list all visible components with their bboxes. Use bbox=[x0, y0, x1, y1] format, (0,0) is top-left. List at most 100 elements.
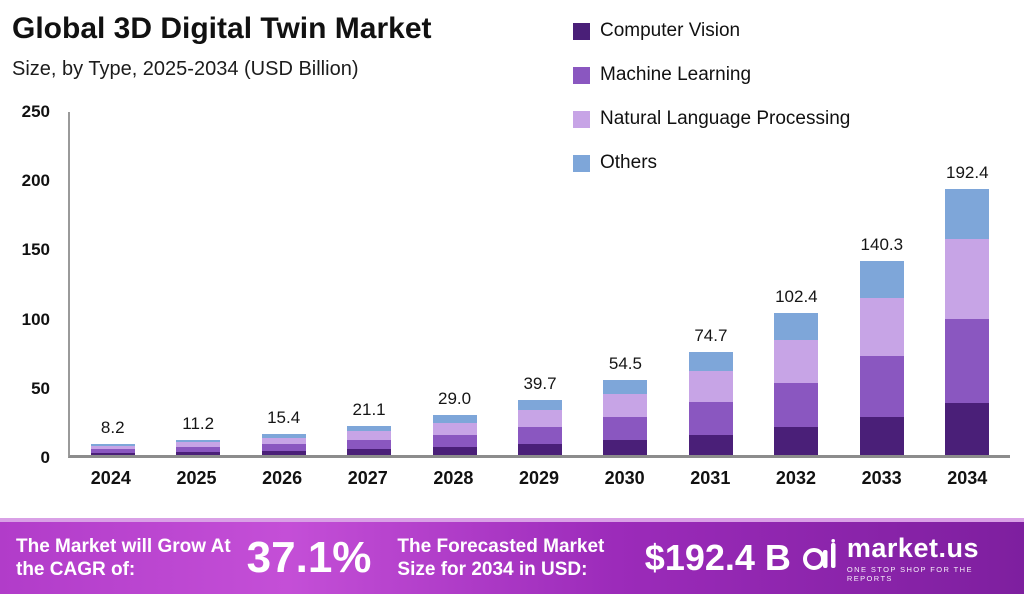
chart-title: Global 3D Digital Twin Market bbox=[12, 12, 432, 45]
legend-label: Natural Language Processing bbox=[600, 108, 851, 129]
bar-segment bbox=[90, 449, 135, 453]
legend-swatch bbox=[573, 22, 590, 40]
x-tick-label: 2029 bbox=[519, 468, 560, 488]
bar-column: 11.2 bbox=[155, 414, 240, 455]
bar-total-label: 29.0 bbox=[437, 388, 472, 408]
bar-segment bbox=[688, 434, 733, 455]
legend-swatch bbox=[573, 154, 590, 172]
bar-segment bbox=[688, 371, 733, 403]
bar-segment bbox=[774, 313, 819, 341]
bar-column: 102.4 bbox=[754, 287, 839, 455]
bar-stack bbox=[517, 400, 562, 455]
bar-segment bbox=[90, 445, 135, 450]
bar-segment bbox=[517, 410, 562, 427]
bar-stack bbox=[945, 188, 990, 455]
bar-column: 39.7 bbox=[497, 374, 582, 455]
bar-total-label: 140.3 bbox=[860, 234, 904, 254]
cagr-value: 37.1% bbox=[246, 533, 372, 582]
bar-segment bbox=[603, 416, 648, 441]
x-tick-label: 2032 bbox=[775, 468, 816, 488]
bar-total-label: 11.2 bbox=[182, 413, 215, 433]
x-tick-label: 2024 bbox=[90, 468, 131, 488]
bar-total-label: 39.7 bbox=[523, 374, 557, 394]
bar-segment bbox=[945, 188, 990, 240]
bar-segment bbox=[603, 379, 648, 394]
bar-segment bbox=[859, 355, 904, 418]
bar-column: 8.2 bbox=[70, 418, 155, 455]
marketus-logo: market.us ONE STOP SHOP FOR THE REPORTS bbox=[801, 533, 1008, 583]
brand-text: market.us ONE STOP SHOP FOR THE REPORTS bbox=[847, 533, 1008, 583]
chart-area: Global 3D Digital Twin Market Size, by T… bbox=[0, 12, 1010, 489]
bar-segment bbox=[517, 426, 562, 445]
bar-segment bbox=[774, 427, 819, 455]
bar-segment bbox=[859, 297, 904, 356]
bar-segment bbox=[261, 444, 306, 451]
legend-swatch bbox=[573, 110, 590, 128]
marketus-logo-icon bbox=[801, 538, 839, 578]
x-tick-label: 2026 bbox=[262, 468, 303, 488]
bar-segment bbox=[90, 443, 135, 446]
bar-segment bbox=[432, 422, 477, 435]
bar-stack bbox=[90, 443, 135, 455]
legend-label: Machine Learning bbox=[600, 64, 752, 85]
brand-name: market.us bbox=[846, 533, 979, 563]
x-tick-label: 2030 bbox=[604, 468, 645, 488]
bar-column: 140.3 bbox=[839, 235, 924, 455]
bar-segment bbox=[261, 433, 306, 438]
y-axis: 0 50 100 150 200 250 bbox=[0, 103, 56, 467]
bar-segment bbox=[517, 444, 562, 455]
x-tick-label: 2031 bbox=[690, 468, 731, 488]
bar-segment bbox=[945, 319, 990, 404]
bar-total-label: 15.4 bbox=[267, 407, 301, 427]
y-tick-label: 250 bbox=[21, 102, 50, 121]
x-axis: 2024 2025 2026 2027 2028 2029 2030 2031 2032 2033… bbox=[68, 468, 1010, 489]
bar-segment bbox=[688, 351, 733, 372]
bar-stack bbox=[347, 425, 392, 455]
bar-segment bbox=[261, 450, 306, 455]
legend: Computer Vision Machine Learning Natural L… bbox=[573, 20, 850, 174]
x-tick-label: 2034 bbox=[947, 468, 988, 488]
bar-segment bbox=[945, 239, 990, 320]
bar-column: 192.4 bbox=[925, 163, 1010, 455]
bottom-banner: The Market will Grow At the CAGR of: 37.… bbox=[0, 518, 1024, 594]
bar-segment bbox=[347, 431, 392, 441]
cagr-label: The Market will Grow At the CAGR of: bbox=[16, 536, 231, 580]
legend-label: Others bbox=[600, 152, 658, 173]
bar-column: 15.4 bbox=[241, 408, 326, 455]
bar-segment bbox=[90, 452, 135, 455]
x-tick-label: 2028 bbox=[433, 468, 474, 488]
bar-segment bbox=[261, 437, 306, 445]
bar-segment bbox=[176, 447, 221, 452]
bar-stack bbox=[432, 414, 477, 455]
bar-segment bbox=[432, 414, 477, 423]
y-tick-label: 150 bbox=[21, 240, 50, 260]
bar-segment bbox=[432, 434, 477, 448]
bar-total-label: 192.4 bbox=[945, 162, 989, 182]
bar-segment bbox=[603, 393, 648, 417]
chart-subtitle: Size, by Type, 2025-2034 (USD Billion) bbox=[12, 58, 359, 80]
bar-total-label: 102.4 bbox=[775, 287, 818, 307]
plot-area: 8.2 11.2 15.4 21.1 29.0 39.7 54.5 74.7 102.4 140.… bbox=[68, 112, 1010, 458]
brand-tagline: ONE STOP SHOP FOR THE REPORTS bbox=[846, 565, 973, 583]
bar-segment bbox=[688, 402, 733, 435]
legend-swatch bbox=[573, 66, 590, 84]
bar-segment bbox=[774, 382, 819, 428]
bar-segment bbox=[347, 425, 392, 432]
bar-segment bbox=[603, 440, 648, 455]
y-tick-label: 200 bbox=[21, 171, 50, 191]
bar-total-label: 54.5 bbox=[608, 353, 642, 373]
legend-label: Computer Vision bbox=[600, 20, 741, 41]
bar-segment bbox=[347, 449, 392, 455]
forecast-label: The Forecasted Market Size for 2034 in U… bbox=[397, 536, 605, 580]
bar-segment bbox=[945, 403, 990, 455]
legend-item: Machine Learning bbox=[573, 64, 850, 86]
bar-column: 21.1 bbox=[326, 400, 411, 455]
x-tick-label: 2033 bbox=[861, 468, 902, 488]
bar-total-label: 74.7 bbox=[694, 325, 728, 345]
bar-stack bbox=[176, 439, 221, 455]
bar-segment bbox=[774, 340, 819, 383]
bar-stack bbox=[859, 260, 904, 455]
bar-total-label: 21.1 bbox=[352, 399, 386, 419]
bar-stack bbox=[688, 351, 733, 455]
